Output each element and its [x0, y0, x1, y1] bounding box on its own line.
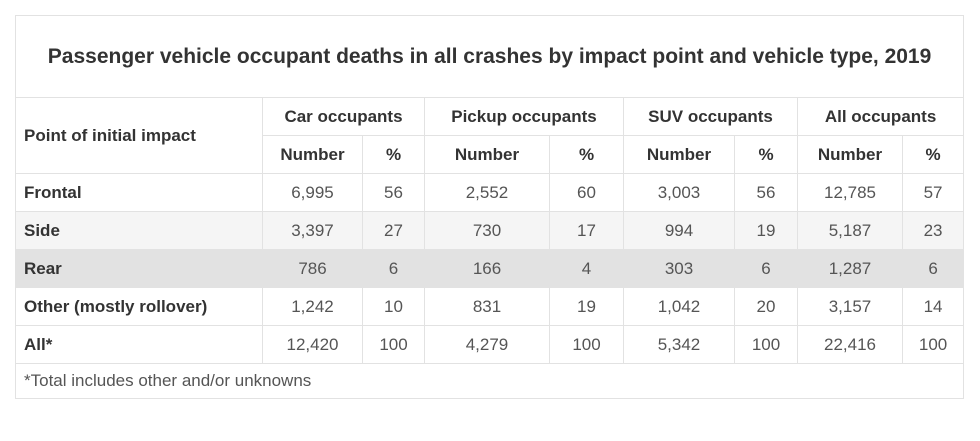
- group-header: SUV occupants: [623, 97, 798, 136]
- table-row: Other (mostly rollover) 1,242 10 831 19 1,042…: [15, 287, 965, 326]
- percent-header: %: [734, 135, 798, 174]
- number-cell: 1,287: [797, 249, 903, 288]
- percent-header: %: [549, 135, 624, 174]
- table-row: Side 3,397 27 730 17 994 19 5,187 23: [15, 211, 965, 250]
- number-cell: 831: [424, 287, 550, 326]
- row-label: Other (mostly rollover): [15, 287, 263, 326]
- percent-cell: 4: [549, 249, 624, 288]
- number-header: Number: [623, 135, 735, 174]
- row-label: Frontal: [15, 173, 263, 212]
- row-label: Side: [15, 211, 263, 250]
- number-cell: 3,397: [262, 211, 363, 250]
- row-label: Rear: [15, 249, 263, 288]
- group-header: All occupants: [796, 97, 965, 136]
- group-header: Pickup occupants: [424, 97, 624, 136]
- table-row: All* 12,420 100 4,279 100 5,342 100 22,416 100: [15, 325, 965, 364]
- row-label-header: Point of initial impact: [15, 97, 263, 174]
- number-cell: 994: [623, 211, 735, 250]
- number-cell: 12,785: [797, 173, 903, 212]
- number-cell: 5,342: [623, 325, 735, 364]
- number-cell: 2,552: [424, 173, 550, 212]
- percent-cell: 6: [362, 249, 425, 288]
- percent-cell: 100: [901, 325, 965, 364]
- number-cell: 1,042: [623, 287, 735, 326]
- number-cell: 730: [424, 211, 550, 250]
- percent-cell: 56: [362, 173, 425, 212]
- percent-cell: 19: [549, 287, 624, 326]
- number-cell: 6,995: [262, 173, 363, 212]
- percent-header: %: [901, 135, 965, 174]
- number-cell: 3,157: [797, 287, 903, 326]
- percent-cell: 56: [734, 173, 798, 212]
- data-table: Passenger vehicle occupant deaths in all…: [14, 15, 965, 399]
- number-cell: 1,242: [262, 287, 363, 326]
- number-header: Number: [424, 135, 550, 174]
- number-cell: 3,003: [623, 173, 735, 212]
- percent-cell: 100: [549, 325, 624, 364]
- percent-cell: 6: [734, 249, 798, 288]
- percent-cell: 20: [734, 287, 798, 326]
- number-cell: 4,279: [424, 325, 550, 364]
- percent-cell: 60: [549, 173, 624, 212]
- data-table-container: Passenger vehicle occupant deaths in all…: [14, 15, 965, 399]
- percent-cell: 57: [901, 173, 965, 212]
- table-title: Passenger vehicle occupant deaths in all…: [14, 15, 965, 98]
- percent-cell: 100: [362, 325, 425, 364]
- footnote: *Total includes other and/or unknowns: [14, 363, 965, 399]
- number-cell: 166: [424, 249, 550, 288]
- table-row: Frontal 6,995 56 2,552 60 3,003 56 12,785 57: [15, 173, 965, 212]
- percent-cell: 14: [901, 287, 965, 326]
- number-header: Number: [262, 135, 363, 174]
- percent-header: %: [362, 135, 425, 174]
- group-header: Car occupants: [262, 97, 425, 136]
- number-cell: 5,187: [797, 211, 903, 250]
- number-cell: 303: [623, 249, 735, 288]
- table-row: Rear 786 6 166 4 303 6 1,287 6: [15, 249, 965, 288]
- percent-cell: 10: [362, 287, 425, 326]
- number-cell: 22,416: [797, 325, 903, 364]
- percent-cell: 19: [734, 211, 798, 250]
- row-label: All*: [15, 325, 263, 364]
- percent-cell: 23: [901, 211, 965, 250]
- percent-cell: 100: [734, 325, 798, 364]
- percent-cell: 6: [901, 249, 965, 288]
- percent-cell: 27: [362, 211, 425, 250]
- percent-cell: 17: [549, 211, 624, 250]
- number-cell: 12,420: [262, 325, 363, 364]
- number-cell: 786: [262, 249, 363, 288]
- number-header: Number: [797, 135, 903, 174]
